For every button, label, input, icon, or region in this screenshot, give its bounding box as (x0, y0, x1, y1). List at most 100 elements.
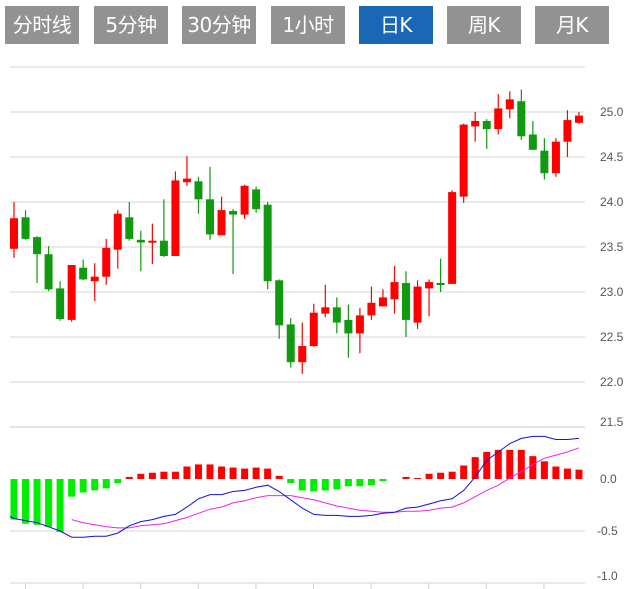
candle-body (332, 307, 341, 323)
candle (10, 202, 18, 258)
candle-body (206, 199, 215, 235)
candle (332, 297, 341, 334)
candle (402, 271, 411, 337)
candle-body (102, 247, 111, 277)
candle-body (33, 237, 42, 255)
candle-body (505, 99, 514, 110)
candle-body (286, 324, 295, 363)
candle (206, 166, 215, 240)
price-axis-label: 23.5 (600, 240, 624, 254)
candle-body (240, 185, 249, 215)
macd-bar-negative (102, 479, 110, 489)
tab-minute-line[interactable]: 分时线 (5, 6, 79, 44)
candle-body (436, 283, 445, 285)
candle (344, 304, 353, 358)
price-axis-label: 21.5 (600, 415, 624, 429)
candle (448, 190, 457, 284)
macd-bar-negative (287, 479, 295, 484)
macd-bar-positive (275, 475, 283, 479)
candle (436, 258, 445, 292)
macd-bar-negative (33, 479, 41, 525)
candle (321, 284, 330, 318)
macd-bar-positive (137, 473, 145, 479)
candle-body (309, 312, 318, 346)
candle-body (148, 240, 157, 243)
candle (355, 308, 364, 354)
candle (482, 119, 491, 149)
macd-bar-positive (252, 467, 260, 479)
macd-bar-positive (575, 469, 583, 479)
macd-bar-positive (483, 451, 491, 479)
candle-body (298, 346, 307, 363)
macd-bar-negative (79, 479, 87, 493)
candle (113, 210, 122, 269)
price-axis-label: 25.0 (600, 105, 624, 119)
macd-bar-positive (229, 467, 237, 479)
price-axis-label: 22.5 (600, 330, 624, 344)
candle (390, 265, 399, 314)
candle-body (563, 120, 572, 142)
candle-body (402, 283, 411, 320)
candle (378, 289, 387, 307)
macd-bar-positive (517, 449, 525, 479)
tab-5-min[interactable]: 5分钟 (94, 6, 168, 44)
price-axis-label: 24.0 (600, 195, 624, 209)
macd-bar-positive (552, 466, 560, 479)
period-tabs: 分时线 5分钟 30分钟 1小时 日K 周K 月K (0, 0, 640, 50)
tab-daily-k[interactable]: 日K (359, 6, 433, 44)
macd-bar-positive (540, 461, 548, 479)
macd-bar-negative (310, 479, 318, 492)
candle-body (448, 192, 457, 284)
candle (171, 171, 180, 256)
macd-lines (9, 435, 580, 538)
macd-bar-positive (414, 477, 422, 479)
macd-bar-negative (367, 479, 375, 486)
candle-body (390, 282, 399, 300)
candle-body (367, 302, 376, 316)
macd-bar-positive (471, 457, 479, 479)
macd-bar-positive (563, 468, 571, 479)
candle (286, 318, 295, 368)
candle-body (528, 134, 537, 150)
candle-body (229, 211, 238, 215)
price-axis-label: 24.5 (600, 150, 624, 164)
candle (240, 184, 249, 220)
macd-bar-negative (56, 479, 64, 533)
candle (528, 121, 537, 150)
dif-line (9, 435, 580, 538)
candle-body (459, 124, 468, 197)
candle-body (113, 213, 122, 250)
candle (298, 322, 307, 374)
candle (494, 94, 503, 135)
macd-bar-positive (494, 449, 502, 479)
tab-30-min[interactable]: 30分钟 (182, 6, 256, 44)
candle-body (275, 280, 284, 326)
candle-body (344, 319, 353, 334)
tab-weekly-k[interactable]: 周K (447, 6, 521, 44)
candle (182, 156, 191, 186)
candle (574, 112, 583, 124)
candle-body (67, 265, 76, 320)
candle (425, 279, 434, 317)
candle-body (194, 181, 203, 200)
tab-monthly-k[interactable]: 月K (535, 6, 609, 44)
candle-body (482, 121, 491, 130)
candle (102, 238, 111, 285)
axes: 25.0 24.5 24.0 23.5 23.0 22.5 22.0 21.5 0.0 -0.5 -… (10, 105, 624, 589)
candle-body (574, 115, 583, 123)
dea-line (71, 447, 580, 529)
candle (563, 110, 572, 157)
candle (459, 123, 468, 203)
candle (44, 246, 53, 292)
candle-body (44, 254, 53, 290)
candle-body (21, 217, 30, 239)
candle-body (517, 101, 526, 137)
tab-1-hour[interactable]: 1小时 (271, 6, 345, 44)
macd-bar-positive (529, 456, 537, 479)
macd-bar-negative (91, 479, 99, 491)
macd-histogram (10, 449, 583, 533)
macd-bar-positive (425, 473, 433, 479)
candle (551, 138, 560, 177)
candle-body (540, 150, 549, 174)
